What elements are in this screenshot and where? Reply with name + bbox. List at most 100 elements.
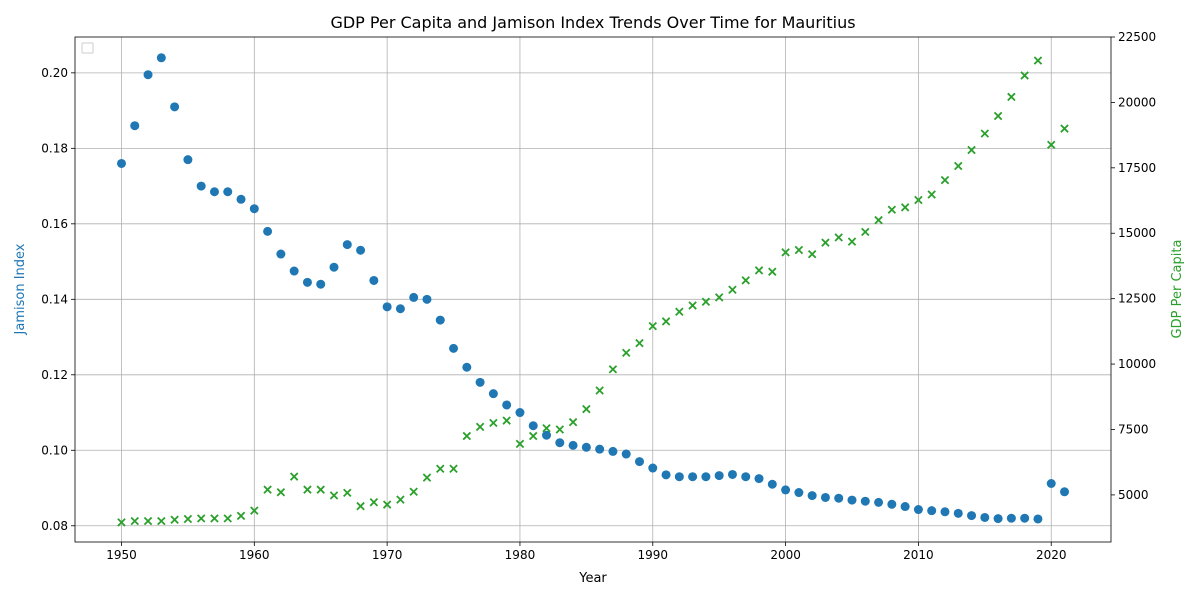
y-tick-label-left: 0.10 [41,443,68,457]
y-tick-label-right: 7500 [1118,422,1149,436]
gdp-point [250,506,259,515]
x-tick-label: 1980 [505,548,536,562]
jamison-point [927,506,937,516]
gdp-point [502,416,511,425]
jamison-point [143,70,153,80]
y-tick-label-right: 5000 [1118,488,1149,502]
jamison-point [475,377,485,387]
gdp-point [210,514,219,523]
y-tick-label-right: 15000 [1118,226,1156,240]
gdp-point [1007,92,1016,102]
jamison-point [395,304,405,314]
y-axis-label-right: GDP Per Capita [1170,240,1185,339]
gdp-point [528,431,538,441]
jamison-point [435,315,445,325]
jamison-point [1033,514,1043,524]
gdp-point [741,276,750,285]
gdp-point [927,190,936,199]
jamison-point [249,204,259,214]
jamison-point [568,440,578,450]
gdp-point [436,464,445,473]
gdp-point [595,386,604,395]
axes-layer: 1950 1960 1970 1980 1990 2000 2010 2020 0.08 0.10… [41,30,1156,562]
jamison-point [860,496,870,506]
gdp-point [276,488,286,497]
gdp-point [117,518,126,527]
gdp-point [1033,56,1043,65]
y-tick-label-left: 0.18 [41,141,68,155]
jamison-point [874,497,884,507]
gdp-point [1020,71,1029,80]
gdp-point [967,145,976,155]
gdp-point [157,516,166,526]
x-tick-label: 2020 [1036,548,1067,562]
jamison-point [329,262,339,272]
jamison-point [993,514,1003,524]
y-tick-label-right: 20000 [1118,95,1156,109]
gdp-point [555,425,565,434]
jamison-point [741,472,751,482]
gdp-point [1060,124,1069,133]
x-tick-label: 1960 [239,548,270,562]
jamison-point [953,508,963,518]
jamison-point [462,362,472,372]
gdp-point [303,485,312,494]
gdp-point [874,215,883,225]
gdp-point [449,464,458,473]
jamison-point [688,472,698,482]
jamison-point [847,495,857,505]
gdp-point [847,237,857,246]
gdp-point [356,501,365,511]
gdp-point [648,321,658,331]
gdp-point [422,473,432,482]
x-tick-label: 1990 [637,548,668,562]
jamison-point [236,194,246,204]
gdp-point [475,422,485,432]
gdp-point [130,516,140,526]
jamison-point [156,53,166,63]
x-tick-label: 1970 [372,548,403,562]
jamison-point [701,472,711,482]
jamison-point [555,438,565,448]
gdp-point [993,111,1003,121]
jamison-point [595,444,605,454]
jamison-point [980,512,990,522]
legend-box [81,42,94,54]
jamison-point [940,507,950,517]
jamison-point [276,249,286,259]
jamison-point [727,469,737,479]
jamison-point [913,505,923,515]
jamison-point [1020,513,1030,523]
jamison-point [130,121,140,131]
jamison-point [542,430,552,440]
y-tick-label-left: 0.12 [41,368,68,382]
gdp-point [635,338,644,348]
jamison-point [369,275,379,285]
gdp-point [143,516,153,526]
jamison-point [302,277,312,287]
gdp-point [621,348,631,358]
jamison-point [781,485,791,495]
jamison-point [967,511,977,521]
gdp-point [462,431,472,441]
jamison-point [754,474,764,484]
jamison-point [807,491,817,501]
gdp-point [954,161,963,171]
jamison-point [608,446,618,456]
y-tick-label-left: 0.08 [41,519,68,533]
jamison-point [1060,487,1070,497]
jamison-point [409,292,419,302]
gdp-point [515,439,525,449]
gdp-point [568,417,578,427]
grid-layer [75,37,1111,542]
gdp-point [542,423,551,433]
jamison-point [767,479,777,489]
gdp-point [263,485,272,494]
jamison-point [449,343,459,353]
y-tick-label-right: 22500 [1118,30,1156,44]
gdp-point [329,491,339,500]
jamison-point [621,449,631,459]
